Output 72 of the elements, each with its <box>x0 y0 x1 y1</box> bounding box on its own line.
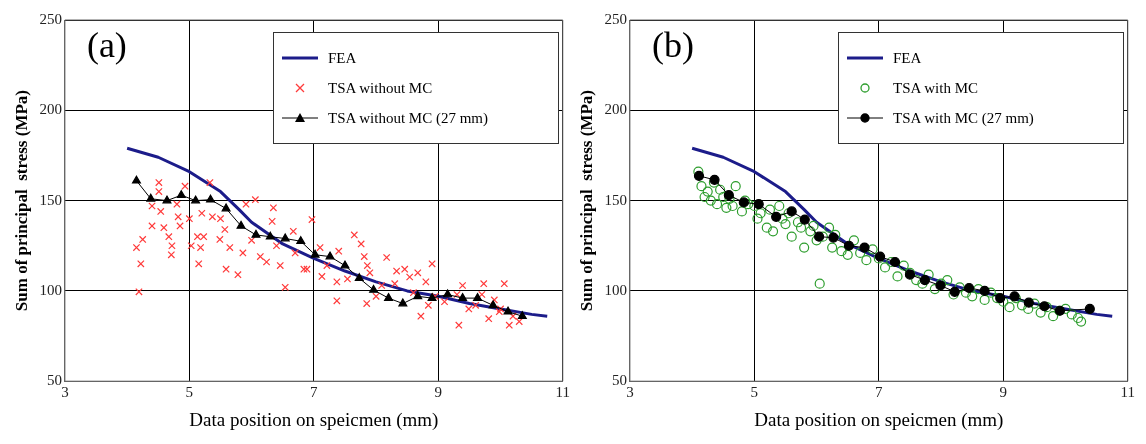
point <box>340 260 350 269</box>
x-tick-label: 11 <box>555 384 570 401</box>
y-axis-title: Sum of principal stress (MPa) <box>11 90 31 312</box>
point <box>398 298 408 307</box>
point <box>771 211 782 222</box>
point <box>427 293 437 301</box>
point <box>799 214 810 225</box>
point <box>354 273 364 282</box>
point <box>473 293 483 301</box>
point <box>813 231 825 242</box>
point <box>236 220 246 229</box>
point <box>265 231 275 240</box>
point <box>753 199 764 210</box>
point <box>221 203 231 212</box>
y-tick-label: 100 <box>604 281 627 298</box>
x-tick-label: 7 <box>310 384 319 401</box>
point <box>191 195 201 204</box>
y-axis-title: Sum of principal stress (MPa) <box>576 90 596 312</box>
x-tick-label: 3 <box>61 384 69 401</box>
annotation: (a) <box>86 25 127 66</box>
point <box>131 175 141 184</box>
point <box>369 284 379 293</box>
point <box>206 194 216 203</box>
y-tick-label: 50 <box>46 372 62 389</box>
y-tick-label: 250 <box>39 10 62 27</box>
point <box>889 256 901 268</box>
legend-label: TSA with MC (27 mm) <box>893 109 1034 127</box>
point <box>1023 297 1034 308</box>
y-tick-label: 100 <box>39 281 62 298</box>
point <box>963 282 975 294</box>
x-tick-label: 7 <box>875 384 884 401</box>
legend-label: FEA <box>328 49 357 67</box>
point <box>325 251 335 260</box>
point <box>693 170 705 181</box>
x-tick-label: 3 <box>626 384 634 401</box>
y-tick-label: 150 <box>39 191 62 208</box>
legend-label: TSA without MC <box>328 79 433 97</box>
point <box>488 300 498 309</box>
point <box>979 285 990 296</box>
point <box>310 249 320 258</box>
point <box>384 293 394 301</box>
y-tick-label: 200 <box>604 101 627 118</box>
point <box>146 193 156 202</box>
point <box>280 233 290 242</box>
point <box>859 242 870 253</box>
y-tick-label: 200 <box>39 101 62 118</box>
x-tick-label: 5 <box>750 384 759 401</box>
y-tick-label: 50 <box>611 372 627 389</box>
legend-label: FEA <box>893 49 922 67</box>
point <box>503 306 513 315</box>
annotation: (b) <box>651 25 694 66</box>
x-tick-label: 5 <box>185 384 194 401</box>
point <box>296 236 306 245</box>
legend-label: TSA with MC <box>893 79 979 97</box>
x-tick-label: 11 <box>1120 384 1135 401</box>
point <box>162 195 172 204</box>
point <box>1084 303 1095 315</box>
x-tick-label: 9 <box>434 384 443 401</box>
point <box>443 289 453 298</box>
legend-label: TSA without MC (27 mm) <box>328 109 489 127</box>
point <box>517 311 527 320</box>
point <box>843 240 855 251</box>
point <box>176 190 186 199</box>
x-axis-title: Data position on speicmen (mm) <box>754 408 1004 431</box>
point <box>413 291 423 300</box>
point <box>251 229 261 238</box>
y-tick-label: 250 <box>604 10 627 27</box>
x-axis-title: Data position on speicmen (mm) <box>189 408 439 431</box>
x-tick-label: 9 <box>999 384 1008 401</box>
point <box>458 293 468 301</box>
y-tick-label: 150 <box>604 191 627 208</box>
point <box>919 274 930 286</box>
